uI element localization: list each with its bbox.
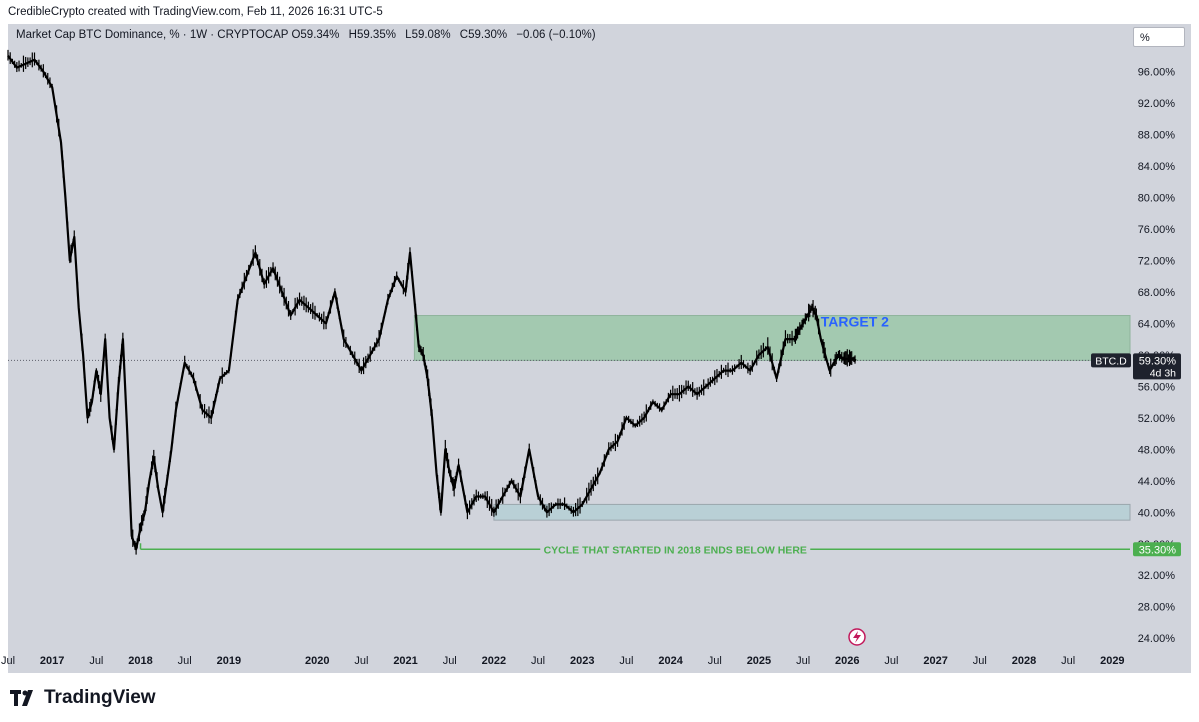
tradingview-logo-icon [10,690,33,706]
brand-name: TradingView [44,687,156,708]
low-label: L [405,29,412,41]
symbol-name[interactable]: Market Cap BTC Dominance, % · 1W · CRYPT… [16,29,289,41]
chart-panel[interactable] [8,24,1191,673]
percent-scale-button[interactable]: % [1133,27,1185,47]
low-value: 59.08% [411,29,451,41]
symbol-legend: Market Cap BTC Dominance, % · 1W · CRYPT… [16,29,602,41]
close-label: C [459,29,469,41]
close-value: 59.30% [468,29,508,41]
high-value: 59.35% [356,29,396,41]
open-label: O [291,29,301,41]
open-value: 59.34% [300,29,340,41]
chart-credit: CredibleCrypto created with TradingView.… [8,6,383,18]
change-value: −0.06 (−0.10%) [516,29,596,41]
tradingview-logo: TradingView [10,687,156,709]
high-label: H [348,29,357,41]
